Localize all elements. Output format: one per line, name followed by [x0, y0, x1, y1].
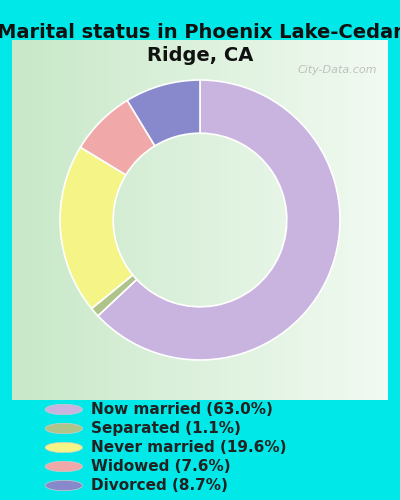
Text: Marital status in Phoenix Lake-Cedar
Ridge, CA: Marital status in Phoenix Lake-Cedar Rid…	[0, 22, 400, 65]
Circle shape	[45, 442, 82, 452]
Wedge shape	[98, 80, 340, 360]
Text: Widowed (7.6%): Widowed (7.6%)	[91, 459, 231, 474]
Text: City-Data.com: City-Data.com	[297, 65, 377, 75]
Circle shape	[45, 404, 82, 414]
Wedge shape	[92, 275, 137, 316]
Text: Never married (19.6%): Never married (19.6%)	[91, 440, 286, 455]
Circle shape	[45, 480, 82, 490]
Wedge shape	[80, 100, 155, 175]
Wedge shape	[60, 147, 133, 308]
Circle shape	[45, 424, 82, 434]
Wedge shape	[127, 80, 200, 146]
Text: Now married (63.0%): Now married (63.0%)	[91, 402, 273, 417]
Circle shape	[45, 462, 82, 471]
Text: Separated (1.1%): Separated (1.1%)	[91, 421, 241, 436]
Text: Divorced (8.7%): Divorced (8.7%)	[91, 478, 228, 493]
